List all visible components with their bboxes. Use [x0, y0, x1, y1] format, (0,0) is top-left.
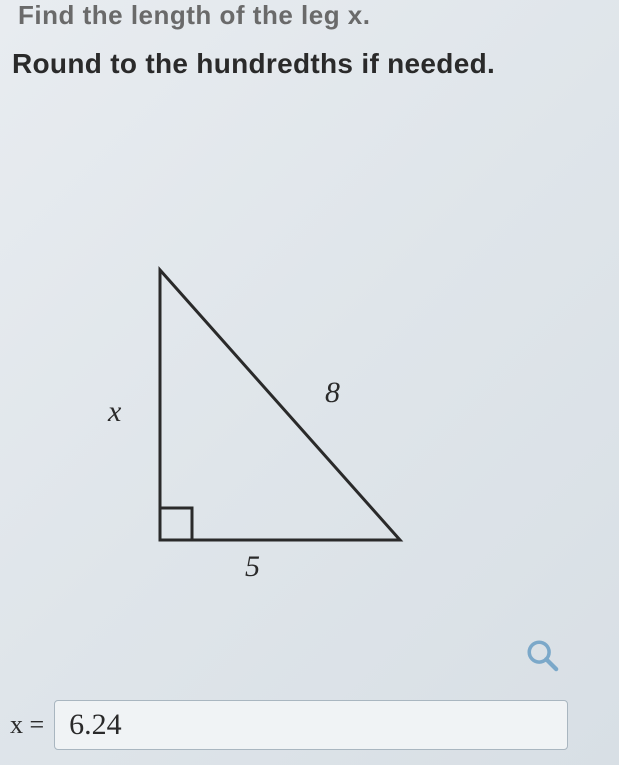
question-line-2: Round to the hundredths if needed.	[12, 48, 495, 80]
answer-input[interactable]	[54, 700, 568, 750]
label-base: 5	[245, 550, 260, 584]
right-angle-marker	[160, 508, 192, 540]
label-hypotenuse: 8	[325, 376, 340, 410]
magnifier-icon[interactable]	[525, 638, 559, 672]
triangle-diagram: x 8 5	[140, 260, 440, 560]
answer-prefix: x =	[10, 710, 44, 740]
answer-row: x =	[10, 700, 568, 750]
label-leg-x: x	[108, 395, 121, 429]
question-line-1: Find the length of the leg x.	[18, 0, 371, 31]
triangle-svg	[140, 260, 440, 560]
triangle-shape	[160, 270, 400, 540]
